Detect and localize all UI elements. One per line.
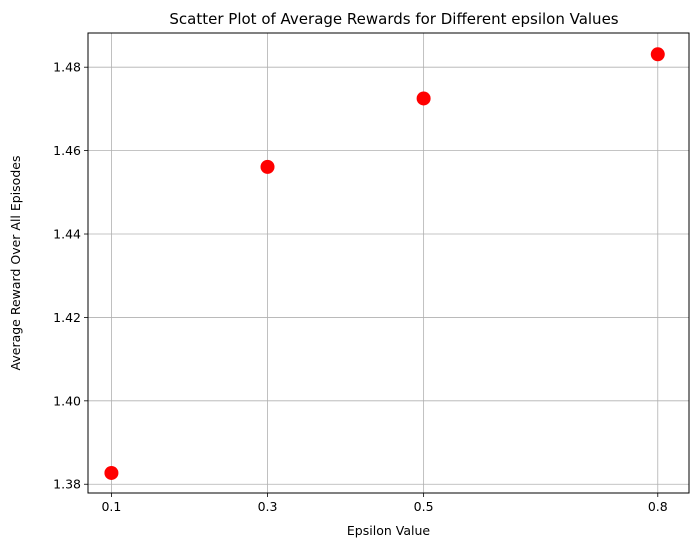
y-tick-label: 1.42 <box>53 310 81 325</box>
y-tick-label: 1.46 <box>53 143 81 158</box>
data-points <box>104 47 665 480</box>
plot-area-frame <box>87 32 690 494</box>
data-point <box>416 91 431 106</box>
y-tick-label: 1.44 <box>53 227 81 242</box>
y-axis-label: Average Reward Over All Episodes <box>8 156 23 371</box>
grid <box>88 33 689 493</box>
x-tick-label: 0.8 <box>648 499 668 514</box>
axis-ticks: 0.1 0.3 0.5 0.8 1.38 1.40 1.42 1.44 1.46 1.48 <box>53 60 668 514</box>
y-tick-label: 1.40 <box>53 393 81 408</box>
y-tick-label: 1.38 <box>53 477 81 492</box>
x-tick-label: 0.5 <box>414 499 434 514</box>
data-point <box>104 465 119 480</box>
data-point <box>650 47 665 62</box>
data-point <box>260 159 275 174</box>
x-tick-label: 0.3 <box>258 499 278 514</box>
y-tick-label: 1.48 <box>53 60 81 75</box>
x-axis-label: Epsilon Value <box>347 523 430 538</box>
chart-title: Scatter Plot of Average Rewards for Diff… <box>169 10 618 28</box>
x-tick-label: 0.1 <box>101 499 121 514</box>
